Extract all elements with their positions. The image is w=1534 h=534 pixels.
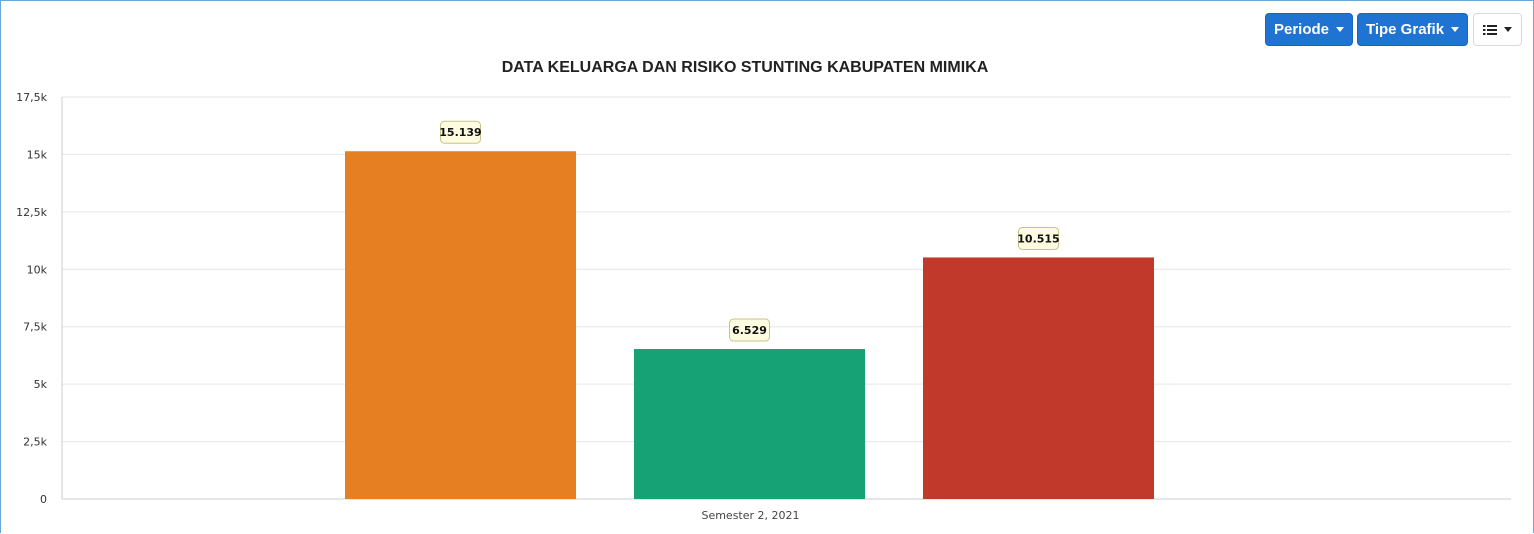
data-label-box [440,120,481,144]
x-tick-label: Semester 2, 2021 [701,509,799,522]
y-tick-label: 0 [40,493,47,506]
bar[interactable] [634,349,865,499]
y-axis-ticks: 0 2,5k 5k 7,5k 10k 12,5k 15k 17,5k [16,91,47,506]
data-labels: 15.139 6.529 10.515 [439,120,1060,342]
x-axis-labels: Semester 2, 2021 [701,509,799,522]
bar[interactable] [923,257,1154,499]
y-tick-label: 7,5k [23,321,47,334]
caret-down-icon [1504,27,1512,32]
data-label: 10.515 [1017,232,1059,245]
tipe-grafik-label: Tipe Grafik [1365,21,1445,38]
y-tick-label: 17,5k [16,91,47,104]
y-tick-label: 2,5k [23,436,47,449]
tipe-grafik-dropdown-button[interactable]: Tipe Grafik [1357,13,1468,46]
data-label: 15.139 [439,126,481,139]
y-tick-label: 15k [27,148,48,161]
y-tick-label: 12,5k [16,206,47,219]
chart-title: DATA KELUARGA DAN RISIKO STUNTING KABUPA… [502,59,989,76]
y-tick-label: 5k [34,378,48,391]
bar[interactable] [345,151,576,500]
data-label-box [1018,226,1059,250]
periode-label: Periode [1273,21,1330,38]
caret-down-icon [1451,27,1460,32]
bars [345,151,1154,500]
data-label-box [729,318,770,342]
y-tick-label: 10k [27,263,48,276]
chart-menu-button[interactable] [1473,13,1522,46]
data-label: 6.529 [732,324,767,337]
caret-down-icon [1336,27,1345,32]
periode-dropdown-button[interactable]: Periode [1265,13,1353,46]
list-icon [1483,24,1497,35]
